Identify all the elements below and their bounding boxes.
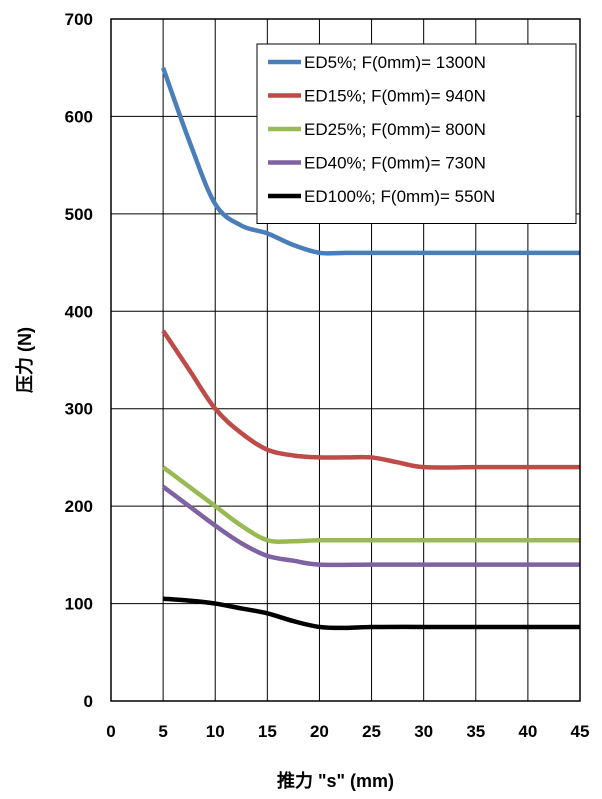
x-tick-label: 40	[518, 722, 537, 741]
y-tick-label: 400	[65, 302, 93, 321]
y-tick-label: 600	[65, 107, 93, 126]
x-tick-label: 45	[571, 722, 590, 741]
legend: ED5%; F(0mm)= 1300N ED15%; F(0mm)= 940N ED…	[256, 43, 577, 224]
legend-box	[256, 43, 577, 224]
tick-labels: 0 5 10 15 20 25 30 35 40 45 0 100 200 300 400 500 600 700	[65, 10, 590, 741]
x-tick-label: 35	[466, 722, 485, 741]
x-tick-label: 0	[106, 722, 115, 741]
series-line-5	[162, 596, 580, 631]
series-layer	[160, 66, 580, 631]
x-tick-label: 10	[206, 722, 225, 741]
legend-label-3: ED25%; F(0mm)= 800N	[304, 120, 486, 139]
y-tick-label: 200	[65, 497, 93, 516]
legend-label-2: ED15%; F(0mm)= 940N	[304, 87, 486, 106]
x-axis-title: 推力 "s" (mm)	[277, 770, 394, 791]
y-tick-label: 500	[65, 205, 93, 224]
series-line-3	[161, 465, 580, 544]
x-tick-label: 20	[310, 722, 329, 741]
y-tick-label: 700	[65, 10, 93, 29]
series-line-1	[160, 66, 580, 256]
legend-label-4: ED40%; F(0mm)= 730N	[304, 154, 486, 173]
series-line-4	[161, 484, 580, 568]
x-tick-label: 30	[414, 722, 433, 741]
x-tick-label: 25	[362, 722, 381, 741]
x-tick-label: 5	[158, 722, 167, 741]
y-axis-title: 压力 (N)	[15, 327, 35, 393]
plot-frame	[110, 18, 581, 702]
legend-label-1: ED5%; F(0mm)= 1300N	[304, 53, 486, 72]
series-line-2	[161, 329, 580, 470]
x-tick-label: 15	[258, 722, 277, 741]
legend-label-5: ED100%; F(0mm)= 550N	[304, 187, 495, 206]
y-tick-label: 300	[65, 400, 93, 419]
y-tick-label: 100	[65, 595, 93, 614]
y-tick-label: 0	[84, 692, 93, 711]
